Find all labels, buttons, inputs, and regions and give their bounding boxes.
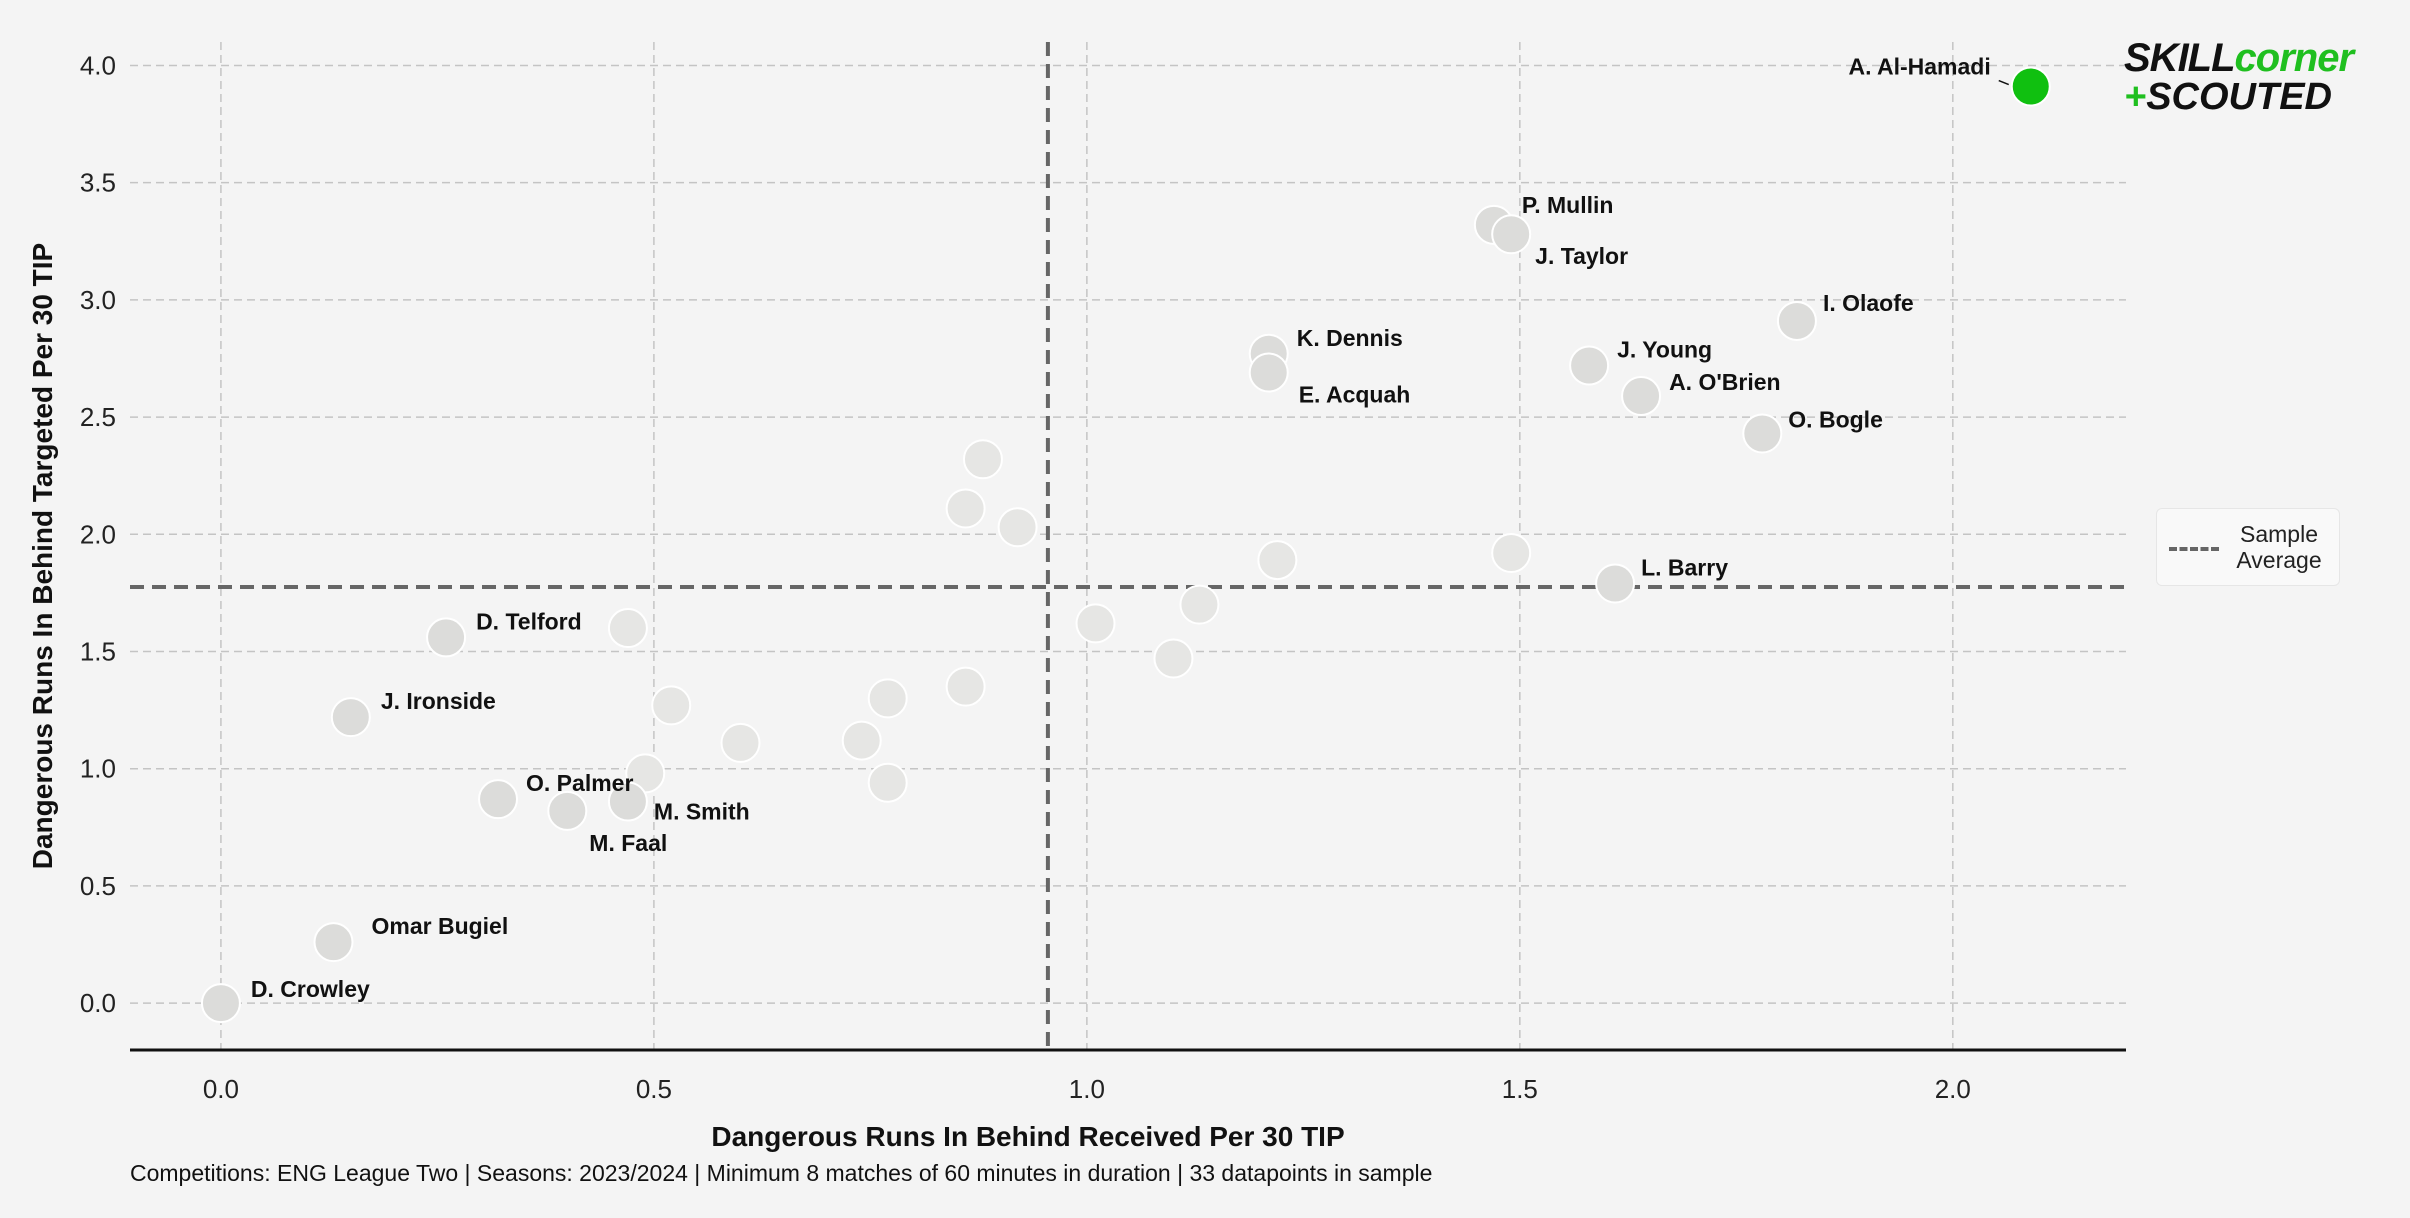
skillcorner-scouted-logo: SKILLcorner +SCOUTED [2124, 36, 2354, 118]
data-point-labeled [607, 781, 648, 822]
data-point [651, 685, 692, 726]
data-point [1257, 540, 1298, 581]
grid [130, 42, 2126, 1050]
point-label: D. Crowley [251, 976, 370, 1002]
x-axis-title: Dangerous Runs In Behind Received Per 30… [711, 1121, 1344, 1152]
axes: 0.0 0.5 1.0 1.5 2.0 0.0 0.5 1.0 1.5 2.0 2.5 3.0 3.5 4… [80, 50, 2126, 1104]
point-label: O. Palmer [526, 770, 633, 796]
data-point [962, 439, 1003, 480]
point-labels: P. Mullin J. Taylor I. Olaofe K. Dennis E. A… [251, 54, 2010, 1002]
data-point-labeled [1569, 345, 1610, 386]
data-point [607, 608, 648, 649]
data-point-labeled [1742, 413, 1783, 454]
logo-plus-text: + [2124, 76, 2147, 118]
data-point [1075, 603, 1116, 644]
logo-scouted-text: SCOUTED [2146, 76, 2332, 118]
data-point-labeled [426, 617, 467, 658]
y-tick-label: 3.5 [80, 168, 116, 198]
x-tick-label: 1.0 [1069, 1074, 1105, 1104]
x-tick-label: 1.5 [1502, 1074, 1538, 1104]
data-point-labeled [1776, 300, 1817, 341]
point-label: J. Taylor [1535, 243, 1628, 269]
point-label: O. Bogle [1788, 406, 1883, 432]
data-point-labeled [1491, 214, 1532, 255]
y-tick-label: 0.0 [80, 988, 116, 1018]
data-point-labeled [313, 922, 354, 963]
x-tick-label: 0.0 [203, 1074, 239, 1104]
data-point-labeled [1248, 352, 1289, 393]
y-tick-label: 0.5 [80, 871, 116, 901]
footnote: Competitions: ENG League Two | Seasons: … [130, 1160, 1433, 1186]
data-point [841, 720, 882, 761]
legend-label: Sample Average [2236, 521, 2322, 573]
data-point [1153, 638, 1194, 679]
legend: Sample Average [2156, 508, 2340, 586]
label-connector [1998, 79, 2010, 86]
logo-corner-text: corner [2234, 36, 2354, 80]
data-point [867, 762, 908, 803]
x-tick-label: 0.5 [636, 1074, 672, 1104]
point-label: D. Telford [476, 608, 582, 634]
y-tick-label: 2.0 [80, 519, 116, 549]
y-axis-title: Dangerous Runs In Behind Targeted Per 30… [27, 243, 58, 870]
point-label: M. Smith [654, 799, 750, 825]
y-tick-label: 1.0 [80, 754, 116, 784]
data-point-labeled [1621, 375, 1662, 416]
point-label: I. Olaofe [1823, 290, 1914, 316]
y-tick-label: 2.5 [80, 402, 116, 432]
point-label: M. Faal [589, 830, 667, 856]
y-tick-label: 4.0 [80, 50, 116, 80]
data-point [997, 507, 1038, 548]
data-points [200, 66, 2051, 1024]
point-label: E. Acquah [1299, 382, 1411, 408]
point-label: P. Mullin [1522, 192, 1614, 218]
point-label: L. Barry [1641, 555, 1728, 581]
point-label-highlighted: A. Al-Hamadi [1848, 54, 1990, 80]
data-point [945, 666, 986, 707]
data-point-labeled [478, 779, 519, 820]
point-label: A. O'Brien [1669, 369, 1781, 395]
data-point [1491, 533, 1532, 574]
point-label: Omar Bugiel [371, 913, 508, 939]
point-label: K. Dennis [1297, 325, 1403, 351]
point-label: J. Ironside [381, 688, 496, 714]
data-point-labeled [1595, 563, 1636, 604]
data-point [720, 722, 761, 763]
average-lines [130, 42, 2126, 1050]
data-point-highlighted [2010, 66, 2051, 107]
data-point [1179, 584, 1220, 625]
data-point-labeled [547, 790, 588, 831]
data-point [867, 678, 908, 719]
logo-skill-text: SKILL [2124, 36, 2236, 80]
legend-dashed-line-icon [2169, 547, 2219, 551]
point-label: J. Young [1617, 336, 1712, 362]
data-point-labeled [200, 983, 241, 1024]
data-point [945, 488, 986, 529]
y-tick-label: 1.5 [80, 636, 116, 666]
y-tick-label: 3.0 [80, 285, 116, 315]
data-point-labeled [330, 697, 371, 738]
x-tick-label: 2.0 [1935, 1074, 1971, 1104]
